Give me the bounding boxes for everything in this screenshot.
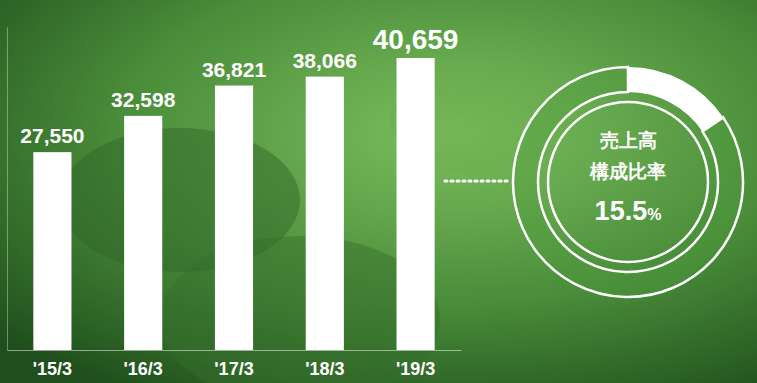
x-tick: '19/3 xyxy=(396,350,435,379)
bar xyxy=(306,77,344,350)
slice xyxy=(628,67,723,131)
slice xyxy=(513,67,743,297)
x-tick: '15/3 xyxy=(33,350,72,379)
bar xyxy=(124,116,162,350)
donut-title: 売上高構成比率 xyxy=(589,130,666,182)
bar xyxy=(33,152,71,350)
bar xyxy=(215,86,253,350)
x-tick-label: '17/3 xyxy=(214,359,253,379)
x-tick-label: '18/3 xyxy=(305,359,344,379)
y-axis-line xyxy=(7,27,8,350)
x-axis-line xyxy=(8,350,462,351)
x-tick: '18/3 xyxy=(305,350,344,379)
chart: '15/3 '16/3 '17/3 '18/3 '19/3 27,550 32,598 36,… xyxy=(0,0,757,383)
data-label: 32,598 xyxy=(111,88,176,111)
inner-ring xyxy=(548,102,708,262)
data-label: 40,659 xyxy=(373,24,459,55)
x-tick: '16/3 xyxy=(124,350,163,379)
x-tick-label: '16/3 xyxy=(124,359,163,379)
bar xyxy=(397,58,435,350)
x-axis: '15/3 '16/3 '17/3 '18/3 '19/3 xyxy=(8,350,462,379)
donut: 売上高構成比率 15.5% xyxy=(513,67,743,297)
bars xyxy=(33,58,434,350)
data-labels: 27,550 32,598 36,821 38,066 40,659 xyxy=(20,24,458,147)
x-tick: '17/3 xyxy=(214,350,253,379)
data-label: 38,066 xyxy=(293,49,357,72)
x-tick-label: '19/3 xyxy=(396,359,435,379)
donut-value-label: 15.5% xyxy=(595,196,662,226)
x-tick-label: '15/3 xyxy=(33,359,72,379)
y-axis xyxy=(7,27,8,350)
data-label: 36,821 xyxy=(202,58,267,81)
data-label: 27,550 xyxy=(20,124,84,147)
connector xyxy=(445,180,510,183)
